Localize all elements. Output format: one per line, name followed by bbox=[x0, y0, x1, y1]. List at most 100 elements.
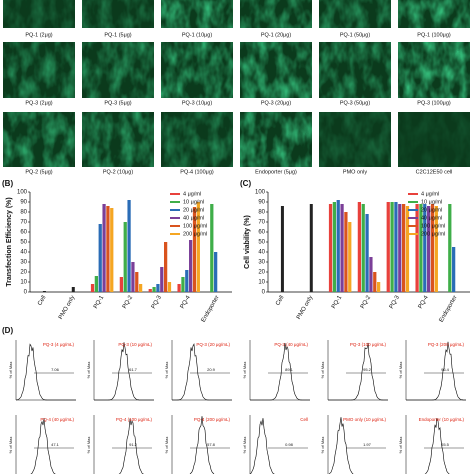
bar bbox=[336, 200, 340, 292]
bar bbox=[160, 267, 164, 292]
y-tick-label: 100 bbox=[255, 190, 266, 196]
bar bbox=[390, 202, 394, 292]
bar bbox=[90, 284, 95, 292]
y-axis-label: % of Max bbox=[398, 437, 403, 454]
micrograph-label: PQ-3 (2μg) bbox=[25, 100, 52, 106]
x-tick-label: PMO only bbox=[296, 295, 314, 321]
gate-value: 57.8 bbox=[207, 442, 216, 447]
legend-label: 10 μg/ml bbox=[421, 199, 442, 205]
gate-value: 47.1 bbox=[51, 442, 60, 447]
x-tick-label: PQ-2 bbox=[122, 294, 135, 310]
y-axis-label: % of Max bbox=[242, 362, 247, 379]
legend-label: 20 μg/ml bbox=[183, 207, 204, 213]
x-tick-label: PQ-4 bbox=[418, 294, 431, 310]
micrograph-label: Endoporter (5μg) bbox=[255, 169, 297, 175]
legend-label: 4 μg/ml bbox=[183, 191, 201, 197]
gate-value: 65.5 bbox=[441, 442, 450, 447]
plot-label: PQ-3 (20 μg/mL) bbox=[196, 342, 230, 347]
gate-value: 91.2 bbox=[129, 442, 138, 447]
y-tick-label: 90 bbox=[258, 200, 265, 206]
micrograph-label: PQ-3 (5μg) bbox=[104, 100, 131, 106]
y-tick-label: 70 bbox=[258, 220, 265, 226]
bar bbox=[340, 204, 344, 292]
plot-label: PMO only (10 μg/mL) bbox=[343, 417, 386, 422]
y-axis-label: % of Max bbox=[164, 437, 169, 454]
bar bbox=[192, 207, 197, 292]
y-axis-label: % of Max bbox=[86, 437, 91, 454]
flow-panel: (D) % of Max 7.06 PQ-3 (4 μg/mL) % of Max 61.… bbox=[2, 326, 466, 474]
plot-label: Cell bbox=[300, 417, 308, 422]
bar bbox=[332, 202, 336, 292]
legend-label: 20 μg/ml bbox=[421, 207, 442, 213]
micrograph-label: PQ-1 (100μg) bbox=[417, 32, 451, 38]
bar bbox=[123, 222, 127, 292]
bar bbox=[280, 206, 284, 292]
y-axis-label: Cell viability (%) bbox=[244, 215, 251, 269]
bar bbox=[98, 224, 102, 292]
y-axis-label: % of Max bbox=[86, 362, 91, 379]
bar bbox=[448, 204, 452, 292]
panel-label: (B) bbox=[2, 179, 13, 188]
bar bbox=[373, 272, 377, 292]
y-axis-label: % of Max bbox=[164, 362, 169, 379]
micrograph bbox=[82, 112, 154, 167]
panel-label: (C) bbox=[240, 179, 251, 188]
gate-value: 96.4 bbox=[441, 367, 450, 372]
gate-value: 0.98 bbox=[285, 442, 294, 447]
micrograph bbox=[3, 0, 75, 28]
micrograph bbox=[161, 0, 233, 28]
y-tick-label: 0 bbox=[24, 290, 28, 296]
x-tick-label: PQ-2 bbox=[360, 294, 373, 310]
panel-label: (D) bbox=[2, 326, 13, 335]
histogram-curve bbox=[328, 417, 354, 474]
micrograph-label: PQ-2 (10μg) bbox=[103, 169, 134, 175]
x-tick-label: Cell bbox=[275, 295, 285, 307]
micrograph bbox=[161, 112, 233, 167]
legend-label: 200 μg/ml bbox=[183, 231, 207, 237]
micrograph-label: PQ-4 (100μg) bbox=[180, 169, 214, 175]
bar bbox=[415, 204, 419, 292]
y-tick-label: 20 bbox=[258, 270, 265, 276]
histogram-curve bbox=[15, 343, 76, 401]
micrograph-label: PQ-2 (5μg) bbox=[25, 169, 52, 175]
histogram-curve bbox=[250, 342, 310, 401]
y-tick-label: 50 bbox=[258, 240, 265, 246]
bar bbox=[42, 291, 46, 292]
bar bbox=[148, 289, 152, 292]
micrograph-label: PQ-1 (50μg) bbox=[340, 32, 371, 38]
gate-value: 20.9 bbox=[207, 367, 216, 372]
histogram-curve bbox=[328, 342, 388, 401]
micrograph bbox=[240, 112, 312, 167]
y-tick-label: 60 bbox=[20, 230, 27, 236]
plot-label: PQ-3 (10 μg/mL) bbox=[118, 342, 152, 347]
bar bbox=[423, 204, 427, 292]
y-tick-label: 10 bbox=[20, 280, 27, 286]
histogram-curve bbox=[94, 342, 154, 401]
bar bbox=[156, 284, 160, 292]
bar bbox=[365, 214, 369, 292]
x-tick-label: PQ-1 bbox=[331, 294, 344, 310]
micrograph-label: PQ-3 (10μg) bbox=[182, 100, 213, 106]
bar bbox=[427, 206, 431, 292]
histogram-curve bbox=[172, 343, 232, 401]
bar bbox=[196, 202, 200, 292]
micrograph-label: PQ-1 (10μg) bbox=[182, 32, 213, 38]
x-tick-label: PMO only bbox=[58, 295, 76, 321]
histogram-curve bbox=[30, 417, 56, 474]
plot-label: PQ-4 (200 μg/mL) bbox=[194, 417, 231, 422]
histogram-curve bbox=[118, 418, 144, 474]
plot-label: PQ-3 (4 μg/mL) bbox=[43, 342, 75, 347]
bar bbox=[430, 204, 435, 292]
y-tick-label: 100 bbox=[17, 190, 28, 196]
x-tick-label: Endoporter bbox=[201, 295, 221, 324]
micrograph-label: PQ-3 (100μg) bbox=[417, 100, 451, 106]
gate-value: 1.97 bbox=[363, 442, 372, 447]
bar bbox=[386, 202, 390, 292]
micrograph-label: C2C12E50 cell bbox=[416, 169, 453, 175]
y-tick-label: 50 bbox=[20, 240, 27, 246]
micrograph bbox=[3, 112, 75, 167]
legend-label: 100 μg/ml bbox=[421, 223, 445, 229]
micrograph bbox=[82, 0, 154, 28]
y-tick-label: 70 bbox=[20, 220, 27, 226]
